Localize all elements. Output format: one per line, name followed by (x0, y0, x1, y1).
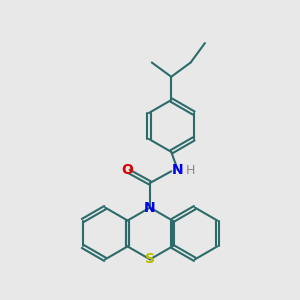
Text: O: O (122, 163, 133, 177)
Text: N: N (172, 163, 184, 177)
Text: H: H (185, 164, 195, 177)
Text: N: N (144, 201, 156, 214)
Text: S: S (145, 252, 155, 266)
